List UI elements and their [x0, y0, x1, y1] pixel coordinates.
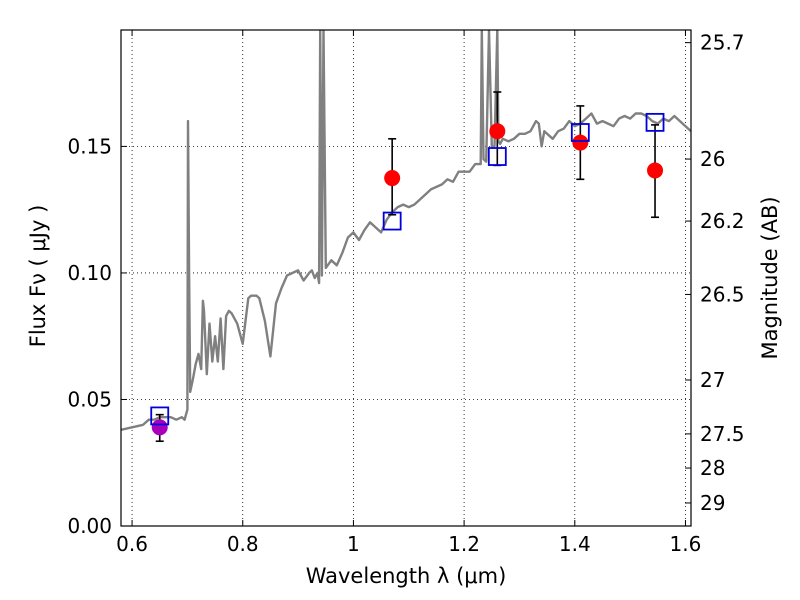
y-tick-label: 0.10	[67, 261, 112, 285]
y-tick-label: 0.05	[67, 387, 112, 411]
model-square	[570, 123, 590, 142]
model-square	[150, 406, 170, 426]
plot-frame	[120, 29, 692, 527]
data-point	[151, 419, 168, 436]
model-square	[645, 112, 665, 132]
y2-tick-label: 26.5	[700, 282, 745, 306]
data-point	[489, 123, 506, 140]
x-tick-label: 0.6	[116, 532, 148, 556]
y2-tick-label: 25.7	[700, 31, 745, 55]
tick-labels: 0.6 0.8 1 1.2 1.4 1.6 0.00 0.05 0.10 0.15 25.7 26 26…	[67, 31, 744, 556]
spectrum-line	[121, 30, 691, 431]
model-square	[487, 147, 507, 166]
x-tick-label: 1	[347, 532, 360, 556]
y2-tick-label: 26.2	[700, 209, 745, 233]
y2-tick-label: 28	[700, 456, 725, 480]
x-tick-label: 1.4	[559, 532, 591, 556]
plot-series	[121, 30, 691, 443]
y2-tick-label: 27.5	[700, 422, 745, 446]
data-point	[647, 162, 664, 179]
grid-lines	[121, 30, 691, 526]
x-tick-label: 1.6	[670, 532, 702, 556]
data-point	[384, 170, 401, 187]
model-square	[382, 211, 402, 231]
x-axis-title: Wavelength λ (μm)	[306, 564, 507, 588]
y2-tick-label: 26	[700, 147, 725, 171]
x-tick-label: 0.8	[227, 532, 259, 556]
x-tick-label: 1.2	[448, 532, 480, 556]
y2-tick-label: 27	[700, 368, 725, 392]
y2-axis-title: Magnitude (AB)	[758, 196, 782, 359]
y-axis-title: Flux Fν ( μJy )	[26, 205, 50, 348]
y2-tick-label: 29	[700, 491, 725, 515]
axis-ticks	[121, 30, 691, 527]
y-tick-label: 0.15	[67, 134, 112, 158]
data-point	[572, 134, 589, 151]
y-tick-label: 0.00	[67, 514, 112, 538]
